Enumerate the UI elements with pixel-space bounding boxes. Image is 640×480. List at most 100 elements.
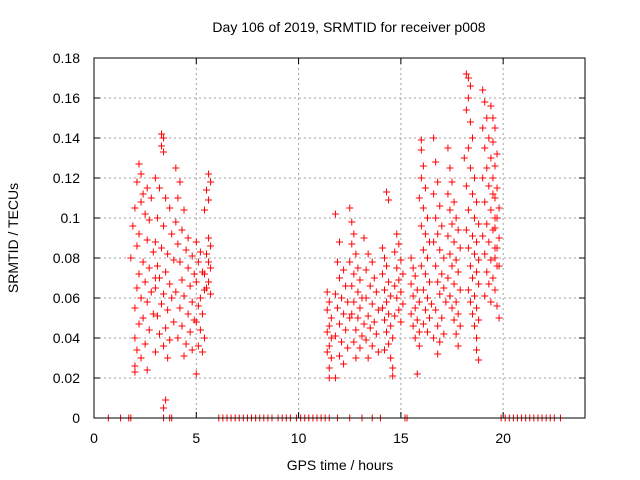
y-axis-label: SRMTID / TECUs bbox=[5, 183, 21, 293]
data-point bbox=[153, 214, 161, 222]
data-point bbox=[333, 304, 341, 312]
data-point bbox=[473, 304, 481, 312]
data-point bbox=[164, 306, 172, 314]
data-point bbox=[417, 222, 425, 230]
data-point bbox=[389, 372, 397, 380]
data-point bbox=[131, 304, 139, 312]
data-point bbox=[336, 238, 343, 246]
data-point bbox=[135, 160, 143, 168]
data-point bbox=[338, 338, 346, 346]
data-point bbox=[207, 178, 215, 186]
data-point bbox=[434, 350, 442, 358]
data-point bbox=[466, 164, 474, 172]
data-point bbox=[348, 282, 356, 290]
data-point bbox=[417, 262, 425, 270]
data-point bbox=[374, 348, 382, 356]
data-point bbox=[454, 226, 462, 234]
data-point bbox=[145, 264, 153, 272]
data-point bbox=[423, 214, 431, 222]
data-point bbox=[448, 220, 456, 228]
data-point bbox=[147, 288, 155, 296]
data-point bbox=[421, 306, 429, 314]
data-point bbox=[446, 164, 454, 172]
data-point bbox=[350, 270, 358, 278]
data-point bbox=[196, 248, 204, 256]
data-point bbox=[415, 328, 423, 336]
data-point bbox=[129, 222, 137, 230]
data-point bbox=[483, 220, 491, 228]
data-point bbox=[493, 150, 501, 158]
data-point bbox=[409, 322, 417, 330]
data-point bbox=[409, 264, 417, 272]
data-point bbox=[325, 298, 333, 306]
y-tick-label: 0.16 bbox=[53, 90, 80, 106]
data-point bbox=[131, 362, 139, 370]
data-point bbox=[364, 250, 372, 258]
data-point bbox=[176, 178, 184, 186]
data-point bbox=[407, 280, 415, 288]
data-point bbox=[479, 232, 487, 240]
data-point bbox=[468, 310, 476, 318]
data-point bbox=[454, 268, 462, 276]
data-point bbox=[162, 194, 170, 202]
data-point bbox=[417, 174, 425, 182]
data-point bbox=[489, 174, 497, 182]
data-point bbox=[415, 298, 423, 306]
data-point bbox=[473, 198, 481, 206]
data-point bbox=[158, 142, 166, 150]
data-point bbox=[194, 342, 202, 350]
y-tick-labels: 0 0.02 0.04 0.06 0.08 0.1 0.12 0.14 0.16 0.18 bbox=[53, 50, 80, 426]
chart-title: Day 106 of 2019, SRMTID for receiver p00… bbox=[212, 19, 485, 35]
data-point bbox=[139, 190, 147, 198]
data-point bbox=[385, 196, 393, 204]
data-point bbox=[168, 230, 176, 238]
data-point bbox=[323, 328, 331, 336]
data-point bbox=[378, 304, 386, 312]
data-point bbox=[149, 248, 157, 256]
y-tick-label: 0.06 bbox=[53, 290, 80, 306]
data-point bbox=[342, 326, 350, 334]
data-point bbox=[368, 258, 376, 266]
data-point bbox=[348, 310, 356, 318]
data-point bbox=[395, 276, 403, 284]
data-point bbox=[348, 218, 356, 226]
data-point bbox=[172, 164, 180, 172]
data-point bbox=[374, 306, 382, 314]
data-point bbox=[487, 206, 495, 214]
data-point bbox=[170, 318, 178, 326]
data-point bbox=[203, 186, 211, 194]
data-point bbox=[475, 256, 483, 264]
data-point bbox=[200, 206, 208, 214]
data-point bbox=[336, 352, 343, 360]
data-point bbox=[331, 374, 339, 382]
data-point bbox=[436, 290, 444, 298]
x-tick-label: 0 bbox=[90, 430, 98, 446]
data-point bbox=[158, 130, 166, 138]
data-point bbox=[495, 314, 503, 322]
data-point bbox=[454, 342, 462, 350]
data-point bbox=[399, 300, 407, 308]
data-point bbox=[131, 368, 139, 376]
data-point bbox=[338, 294, 346, 302]
data-point bbox=[473, 238, 481, 246]
data-point bbox=[393, 294, 401, 302]
data-point bbox=[174, 334, 182, 342]
y-tick-label: 0 bbox=[72, 410, 80, 426]
data-point bbox=[180, 352, 188, 360]
data-point bbox=[423, 294, 431, 302]
data-point bbox=[385, 310, 393, 318]
data-point bbox=[399, 270, 407, 278]
data-point bbox=[438, 314, 446, 322]
data-point bbox=[205, 278, 213, 286]
data-point bbox=[198, 310, 206, 318]
data-point bbox=[491, 224, 499, 232]
data-point bbox=[417, 146, 425, 154]
data-point bbox=[421, 230, 429, 238]
data-point bbox=[364, 312, 372, 320]
data-point bbox=[432, 262, 440, 270]
data-point bbox=[438, 270, 446, 278]
data-point bbox=[207, 290, 215, 298]
data-point bbox=[462, 226, 470, 234]
data-point bbox=[346, 258, 354, 266]
data-point bbox=[145, 326, 153, 334]
